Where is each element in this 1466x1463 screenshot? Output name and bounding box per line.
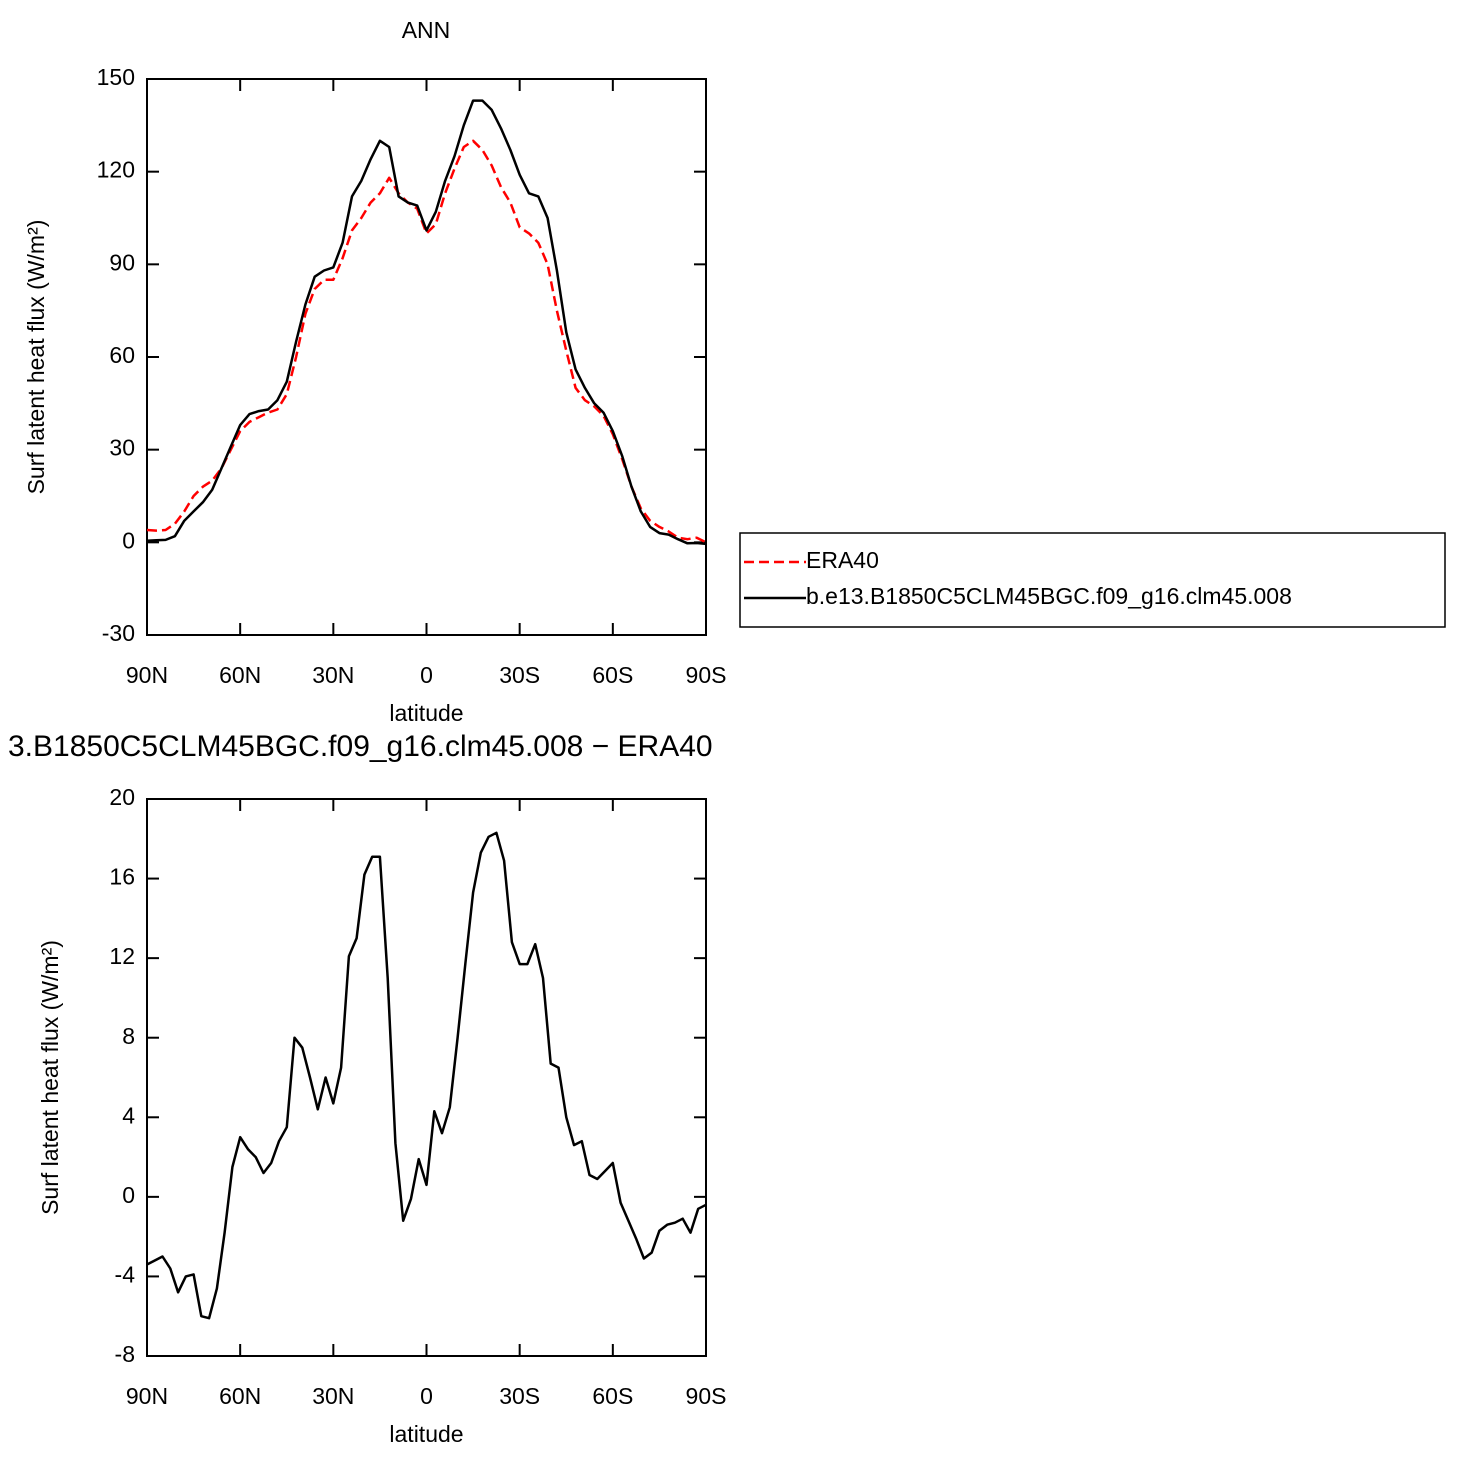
y-tick-label: 16: [109, 864, 135, 890]
series-line: [146, 139, 707, 544]
chart-title: 3.B1850C5CLM45BGC.f09_g16.clm45.008 − ER…: [8, 730, 713, 763]
plot-frame: [146, 78, 707, 636]
y-tick-label: 0: [122, 527, 135, 553]
y-tick-label: 60: [109, 342, 135, 368]
y-tick-label: 90: [109, 249, 135, 275]
x-tick-label: 60S: [592, 662, 633, 688]
y-tick-label: 30: [109, 435, 135, 461]
x-tick-label: 90S: [686, 1383, 727, 1409]
y-axis-label: Surf latent heat flux (W/m²): [23, 220, 49, 495]
y-tick-label: -30: [102, 620, 135, 646]
x-tick-label: 60S: [592, 1383, 633, 1409]
x-axis-label: latitude: [389, 1421, 463, 1447]
y-axis-label: Surf latent heat flux (W/m²): [37, 940, 63, 1215]
legend-box: [739, 532, 1446, 628]
x-tick-label: 0: [420, 1383, 433, 1409]
x-tick-label: 60N: [219, 662, 261, 688]
y-tick-label: 0: [122, 1182, 135, 1208]
legend-label: b.e13.B1850C5CLM45BGC.f09_g16.clm45.008: [806, 583, 1292, 609]
x-tick-label: 30N: [312, 1383, 354, 1409]
chart-title: ANN: [402, 17, 451, 43]
y-tick-label: 12: [109, 943, 135, 969]
series-line: [146, 99, 707, 546]
x-tick-label: 30N: [312, 662, 354, 688]
series-line: [146, 831, 707, 1320]
x-tick-label: 90S: [686, 662, 727, 688]
y-tick-label: 120: [97, 157, 135, 183]
y-tick-label: 4: [122, 1102, 135, 1128]
y-tick-label: 150: [97, 64, 135, 90]
legend-label: ERA40: [806, 547, 879, 573]
y-tick-label: -4: [115, 1262, 136, 1288]
x-axis-label: latitude: [389, 700, 463, 726]
x-tick-label: 30S: [499, 1383, 540, 1409]
x-tick-label: 60N: [219, 1383, 261, 1409]
x-tick-label: 90N: [126, 662, 168, 688]
x-tick-label: 0: [420, 662, 433, 688]
y-tick-label: 8: [122, 1023, 135, 1049]
plot-frame: [146, 798, 707, 1357]
x-tick-label: 30S: [499, 662, 540, 688]
x-tick-label: 90N: [126, 1383, 168, 1409]
y-tick-label: -8: [115, 1341, 135, 1367]
y-tick-label: 20: [109, 784, 135, 810]
